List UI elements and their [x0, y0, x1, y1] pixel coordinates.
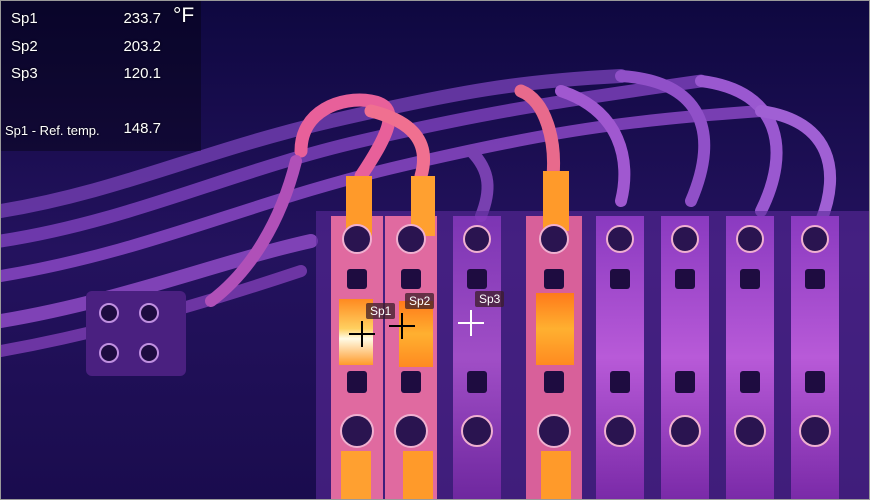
sp1-spot-label: Sp1 — [366, 303, 396, 319]
sp2-readout-value: 203.2 — [123, 38, 161, 55]
sp2-crosshair — [389, 313, 415, 339]
hot-wires — [205, 84, 560, 307]
sp3-crosshair — [458, 310, 484, 336]
sp3-spot-label: Sp3 — [475, 291, 505, 307]
unit-label: °F — [173, 4, 195, 27]
sp2-spot-label: Sp2 — [405, 293, 435, 309]
sp2-readout-label: Sp2 — [11, 38, 38, 55]
sp1-crosshair — [349, 321, 375, 347]
readout-panel — [1, 1, 201, 151]
cool-wires — [1, 69, 837, 357]
terminal-screws — [340, 224, 831, 448]
terminal-slots — [347, 269, 825, 393]
ref-temp-value: 148.7 — [123, 120, 161, 137]
sp3-readout-label: Sp3 — [11, 65, 38, 82]
sp3-readout-value: 120.1 — [123, 65, 161, 82]
left-connector — [86, 291, 186, 376]
sp1-readout-value: 233.7 — [123, 10, 161, 27]
ref-temp-label: Sp1 - Ref. temp. — [5, 123, 100, 138]
sp1-readout-label: Sp1 — [11, 10, 38, 27]
